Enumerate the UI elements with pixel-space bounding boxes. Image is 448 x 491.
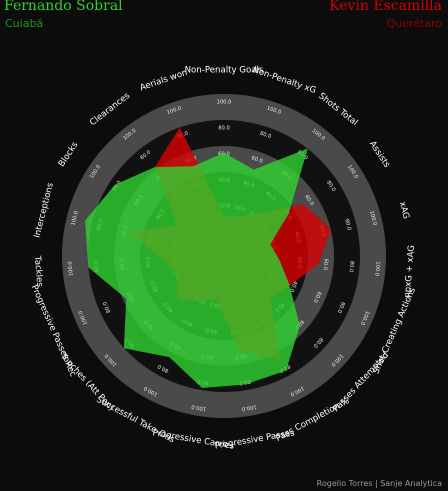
ring-label: 80.0 [157, 363, 170, 374]
ring-label: 80.0 [218, 126, 230, 132]
ring-label: 100.0 [191, 403, 207, 411]
player1-name: Fernando Sobral [4, 0, 123, 14]
ring-label: 100.0 [241, 403, 257, 411]
player1-club: Cuiabá [5, 17, 44, 30]
ring-label: 80.0 [336, 301, 346, 314]
param-label: Non-Penalty xG [251, 65, 317, 96]
param-label: xAG [397, 201, 411, 220]
param-label: Tackles [32, 255, 45, 288]
player2-club: Querétaro [386, 17, 442, 30]
player2-name: Kevin Escamilla [329, 0, 442, 14]
param-label: Blocks [57, 140, 81, 169]
ring-label: 80.0 [343, 218, 352, 231]
param-label: Assists [367, 139, 392, 170]
ring-label: 80.0 [348, 261, 355, 273]
ring-label: 100.0 [78, 310, 89, 326]
ring-label: 100.0 [67, 261, 74, 276]
ring-label: 60.0 [312, 290, 322, 303]
param-label: npxG + xAG [403, 245, 417, 298]
ring-label: 80.0 [139, 149, 152, 161]
param-label: Clearances [88, 91, 132, 128]
credit-text: Rogelio Torres | Sanje Analytica [316, 479, 442, 488]
series-polygon-0 [85, 148, 308, 388]
ring-label: 40.0 [288, 280, 298, 293]
param-label: Shots Total [316, 91, 359, 128]
ring-label: 100.0 [217, 100, 232, 106]
ring-label: 80.0 [259, 131, 272, 140]
param-label: Interceptions [32, 181, 56, 239]
ring-label: 100.0 [166, 106, 182, 116]
ring-label: 80.0 [102, 301, 112, 314]
ring-label: 60.0 [322, 258, 329, 270]
ring-label: 60.0 [303, 194, 314, 207]
ring-label: 100.0 [373, 261, 380, 276]
param-label: Aerials won [139, 68, 189, 94]
series-layer [85, 127, 331, 388]
ring-label: 100.0 [368, 210, 377, 226]
param-label: Non-Penalty Goals [185, 66, 264, 76]
ring-label: 100.0 [359, 310, 370, 326]
ring-label: 100.0 [266, 106, 282, 116]
ring-label: 60.0 [250, 155, 263, 164]
ring-label: 100.0 [70, 210, 79, 226]
ring-label: 80.0 [325, 180, 336, 193]
